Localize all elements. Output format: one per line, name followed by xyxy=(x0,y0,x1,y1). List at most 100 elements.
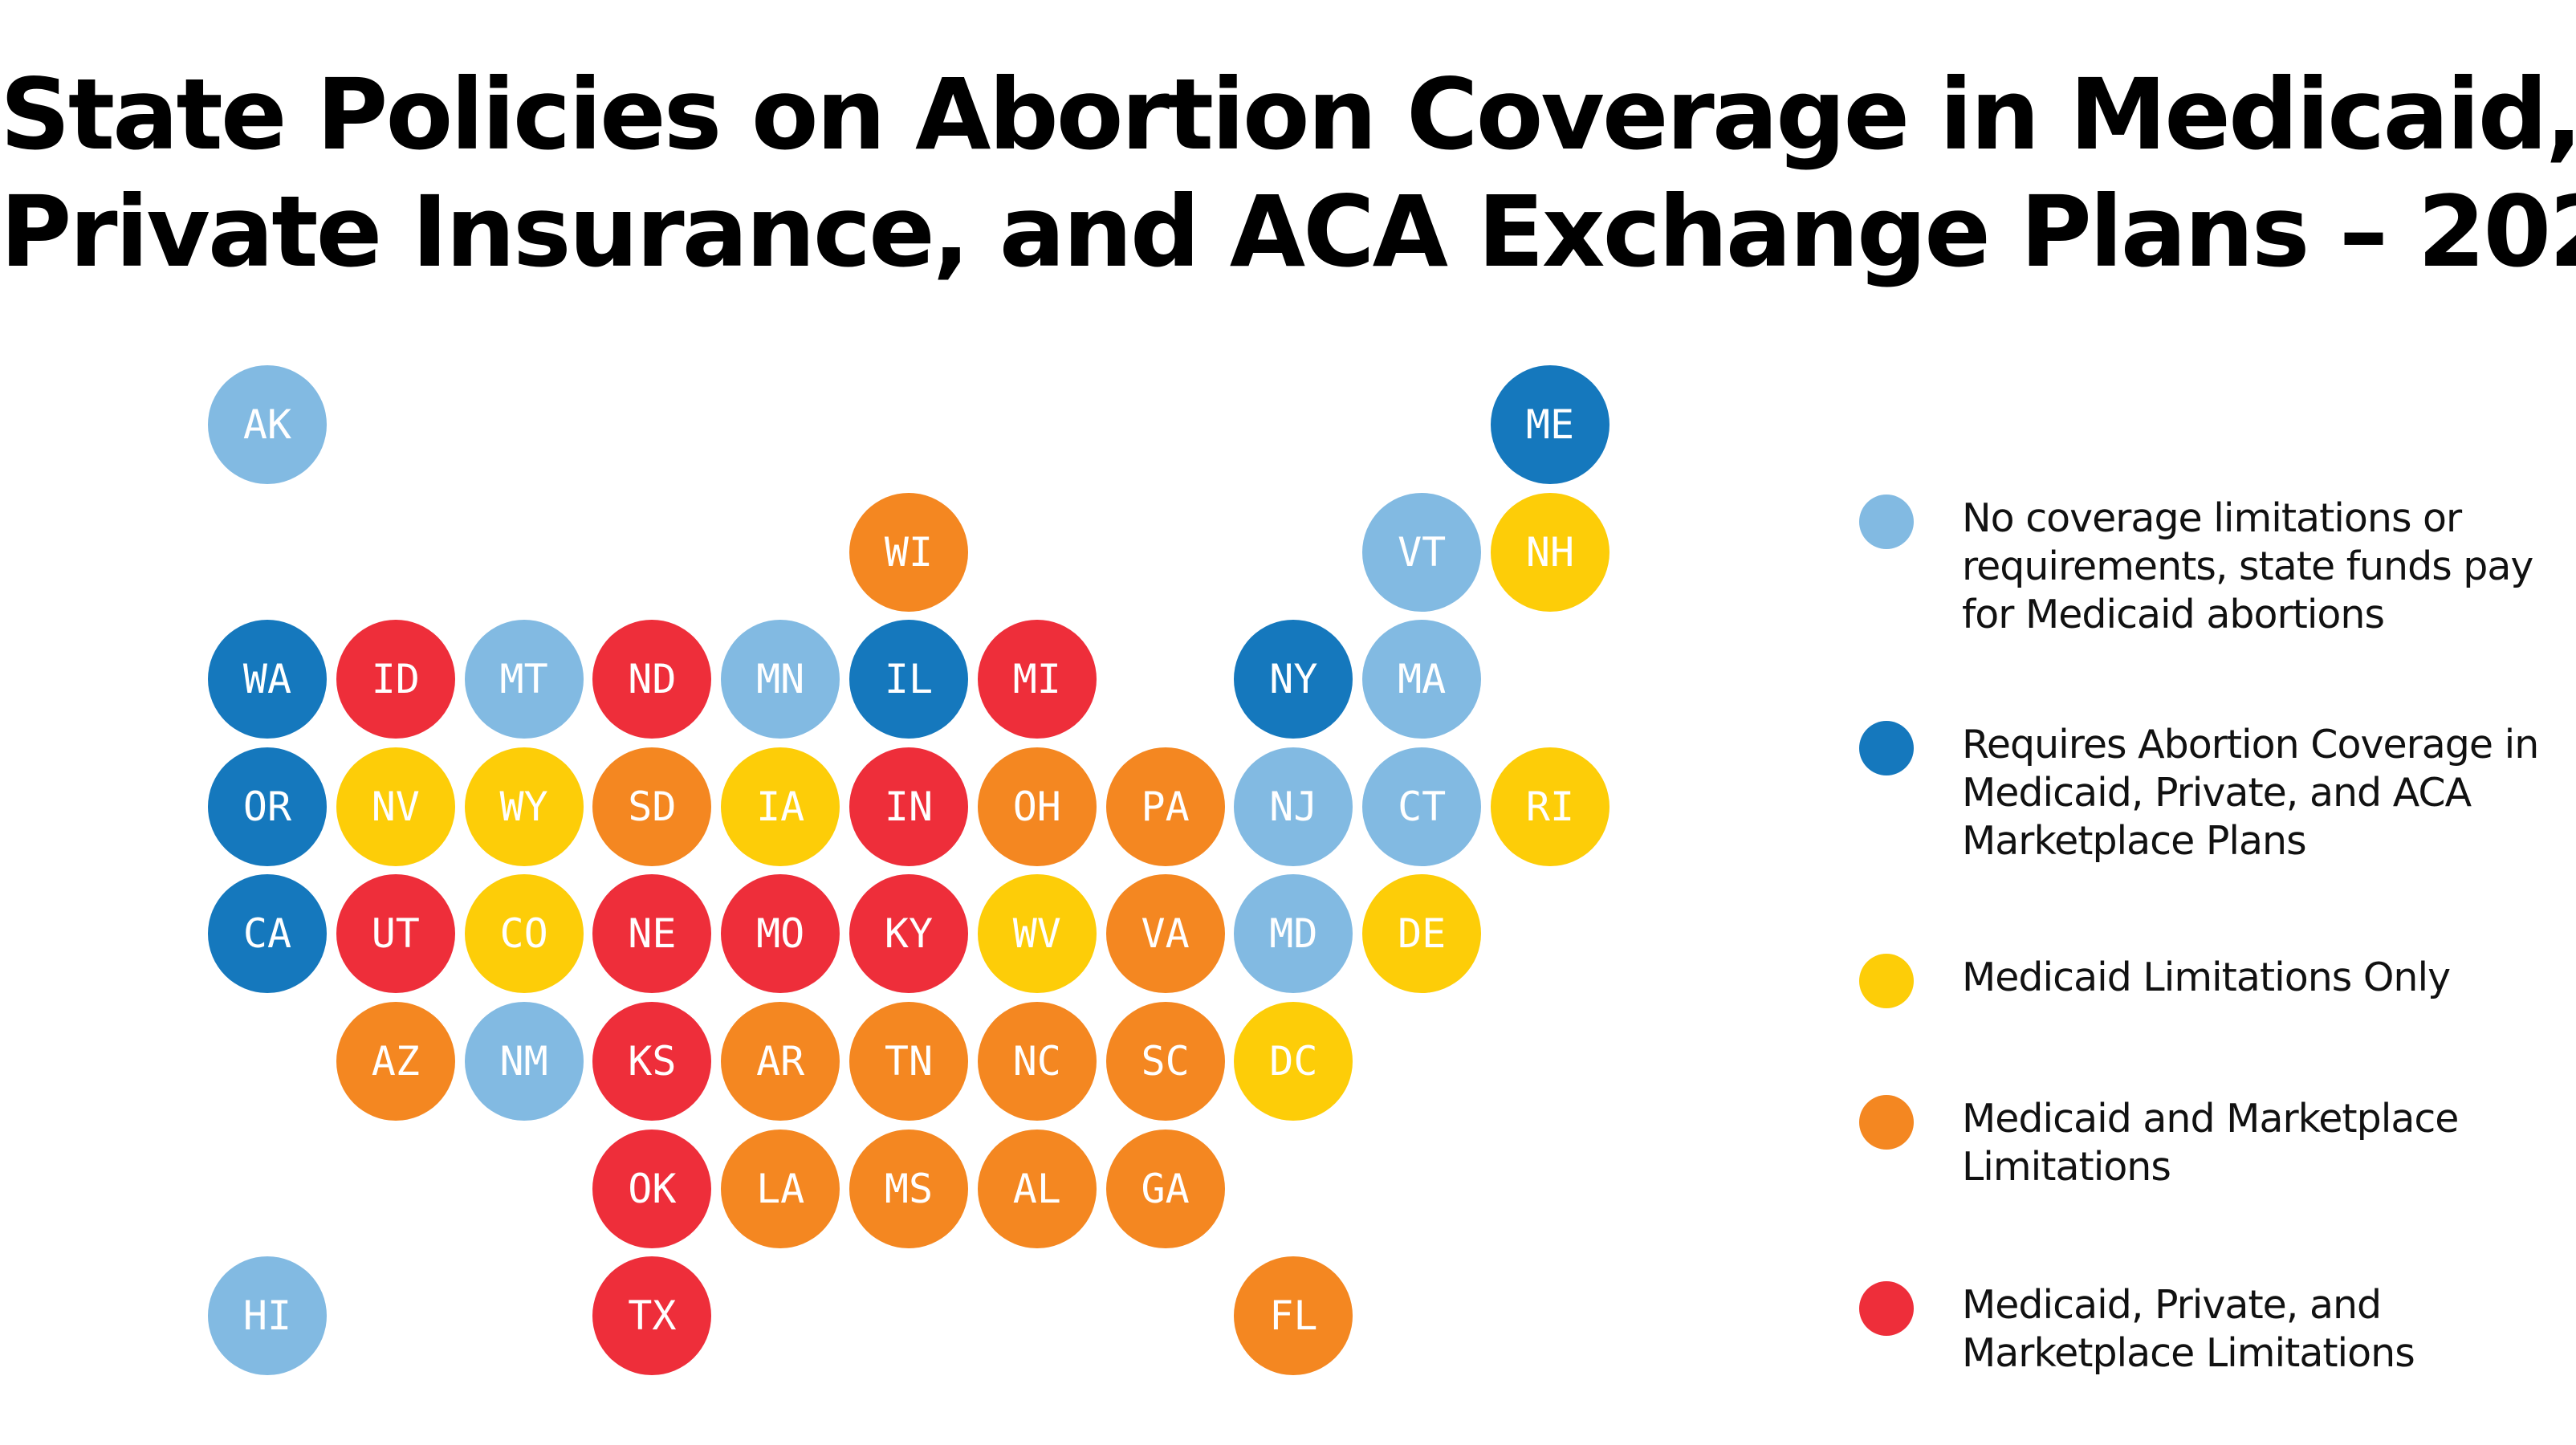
state-tile-ms: MS xyxy=(849,1129,968,1248)
state-tile-tx: TX xyxy=(592,1256,712,1376)
legend-item-medicaid: Medicaid Limitations Only xyxy=(1859,954,2572,1008)
state-tile-vt: VT xyxy=(1362,492,1482,612)
state-tile-id: ID xyxy=(336,620,455,739)
state-tile-az: AZ xyxy=(336,1002,455,1121)
state-tile-nv: NV xyxy=(336,747,455,866)
state-code: NY xyxy=(1269,656,1318,703)
state-code: AK xyxy=(242,401,292,448)
state-tile-co: CO xyxy=(464,874,584,994)
state-code: ND xyxy=(628,656,677,703)
state-tile-ct: CT xyxy=(1362,747,1482,866)
state-code: SD xyxy=(628,783,677,830)
state-tile-ca: CA xyxy=(208,874,327,994)
legend-label: No coverage limitations or requirements,… xyxy=(1962,495,2533,637)
state-tile-mo: MO xyxy=(721,874,840,994)
state-code: NM xyxy=(499,1038,548,1085)
page-title: State Policies on Abortion Coverage in M… xyxy=(0,56,2576,291)
state-code: HI xyxy=(242,1292,292,1340)
state-tile-nd: ND xyxy=(592,620,712,739)
state-tile-al: AL xyxy=(977,1129,1097,1248)
state-code: WV xyxy=(1012,910,1061,958)
state-code: TX xyxy=(628,1292,677,1340)
state-code: PA xyxy=(1141,783,1190,830)
state-code: MT xyxy=(499,656,548,703)
state-tile-nc: NC xyxy=(977,1002,1097,1121)
state-tile-mi: MI xyxy=(977,620,1097,739)
state-tile-or: OR xyxy=(208,747,327,866)
legend-swatch-icon xyxy=(1859,954,1914,1008)
state-code: UT xyxy=(371,910,420,958)
state-tile-il: IL xyxy=(849,620,968,739)
legend-swatch-icon xyxy=(1859,495,1914,549)
legend-item-all: Medicaid, Private, and Marketplace Limit… xyxy=(1859,1281,2572,1378)
state-code: KY xyxy=(884,910,934,958)
state-tile-in: IN xyxy=(849,747,968,866)
title-line-1: State Policies on Abortion Coverage in M… xyxy=(0,58,2576,172)
state-code: NH xyxy=(1525,528,1575,576)
state-tile-pa: PA xyxy=(1105,747,1225,866)
state-code: VT xyxy=(1398,528,1447,576)
state-code: MD xyxy=(1269,910,1318,958)
state-code: OR xyxy=(242,783,292,830)
state-code: IL xyxy=(884,656,934,703)
state-tile-sd: SD xyxy=(592,747,712,866)
state-code: NC xyxy=(1012,1038,1061,1085)
state-code: GA xyxy=(1141,1165,1190,1212)
state-code: ME xyxy=(1525,401,1575,448)
state-tile-ga: GA xyxy=(1105,1129,1225,1248)
state-code: SC xyxy=(1141,1038,1190,1085)
state-code: IA xyxy=(756,783,805,830)
state-tile-fl: FL xyxy=(1234,1256,1353,1376)
state-code: OH xyxy=(1012,783,1061,830)
legend-item-medicaid-marketplace: Medicaid and Marketplace Limitations xyxy=(1859,1095,2572,1191)
state-code: WY xyxy=(499,783,548,830)
state-tile-la: LA xyxy=(721,1129,840,1248)
state-tile-md: MD xyxy=(1234,874,1353,994)
state-tile-dc: DC xyxy=(1234,1002,1353,1121)
state-tile-ne: NE xyxy=(592,874,712,994)
state-tile-ma: MA xyxy=(1362,620,1482,739)
state-tile-nh: NH xyxy=(1491,492,1609,612)
state-code: VA xyxy=(1141,910,1190,958)
state-tile-wv: WV xyxy=(977,874,1097,994)
state-tile-de: DE xyxy=(1362,874,1482,994)
legend-label: Medicaid, Private, and Marketplace Limit… xyxy=(1962,1282,2415,1376)
legend-label: Medicaid and Marketplace Limitations xyxy=(1962,1096,2459,1190)
state-tile-sc: SC xyxy=(1105,1002,1225,1121)
state-code: MS xyxy=(884,1165,934,1212)
state-tile-wi: WI xyxy=(849,492,968,612)
state-code: NJ xyxy=(1269,783,1318,830)
state-tile-ut: UT xyxy=(336,874,455,994)
state-tile-wy: WY xyxy=(464,747,584,866)
state-code: WA xyxy=(242,656,292,703)
legend-item-none: No coverage limitations or requirements,… xyxy=(1859,495,2572,639)
title-line-2: Private Insurance, and ACA Exchange Plan… xyxy=(0,175,2576,289)
state-code: FL xyxy=(1269,1292,1318,1340)
state-code: RI xyxy=(1525,783,1575,830)
legend-item-requires: Requires Abortion Coverage in Medicaid, … xyxy=(1859,721,2572,865)
state-code: DC xyxy=(1269,1038,1318,1085)
legend-swatch-icon xyxy=(1859,1281,1914,1336)
state-tile-mt: MT xyxy=(464,620,584,739)
state-tile-oh: OH xyxy=(977,747,1097,866)
state-code: KS xyxy=(628,1038,677,1085)
state-code: MN xyxy=(756,656,805,703)
state-tile-me: ME xyxy=(1491,365,1609,484)
state-code: AL xyxy=(1012,1165,1061,1212)
state-tile-wa: WA xyxy=(208,620,327,739)
state-tile-tn: TN xyxy=(849,1002,968,1121)
state-code: NE xyxy=(628,910,677,958)
state-code: LA xyxy=(756,1165,805,1212)
state-tile-ky: KY xyxy=(849,874,968,994)
state-tile-ak: AK xyxy=(208,365,327,484)
state-code: CO xyxy=(499,910,548,958)
state-code: NV xyxy=(371,783,420,830)
state-tile-ny: NY xyxy=(1234,620,1353,739)
state-code: MA xyxy=(1398,656,1447,703)
state-tile-mn: MN xyxy=(721,620,840,739)
state-tile-ok: OK xyxy=(592,1129,712,1248)
state-tile-va: VA xyxy=(1105,874,1225,994)
state-code: MO xyxy=(756,910,805,958)
state-code: OK xyxy=(628,1165,677,1212)
state-code: TN xyxy=(884,1038,934,1085)
